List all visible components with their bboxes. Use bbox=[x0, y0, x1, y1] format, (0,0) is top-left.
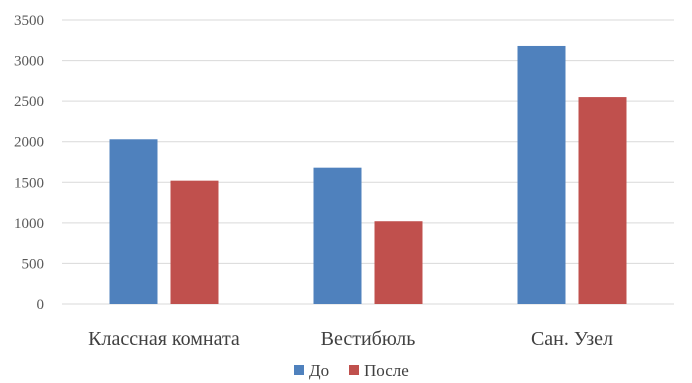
x-axis-categories: Классная комната Вестибюль Сан. Узел bbox=[88, 328, 613, 350]
y-axis-ticks: 0 500 1000 1500 2000 2500 3000 3500 bbox=[14, 13, 44, 313]
y-tick-label: 3500 bbox=[14, 13, 44, 29]
y-tick-label: 1000 bbox=[14, 216, 44, 232]
legend-swatch-1 bbox=[349, 365, 359, 375]
bar-do-2 bbox=[517, 45, 566, 305]
bar-posle-1 bbox=[374, 221, 423, 304]
bar-posle-0 bbox=[170, 180, 219, 304]
y-tick-label: 2500 bbox=[14, 94, 44, 110]
y-tick-label: 2000 bbox=[14, 135, 44, 151]
legend-label-0: До bbox=[309, 361, 329, 380]
category-label: Сан. Узел bbox=[531, 328, 613, 350]
bar-do-0 bbox=[109, 139, 158, 304]
y-tick-label: 3000 bbox=[14, 54, 44, 70]
y-tick-label: 1500 bbox=[14, 175, 44, 191]
gridlines bbox=[62, 19, 674, 305]
y-tick-label: 500 bbox=[22, 256, 45, 272]
bar-posle-2 bbox=[578, 97, 627, 304]
category-label: Классная комната bbox=[88, 328, 240, 350]
legend: До После bbox=[294, 361, 409, 380]
y-tick-label: 0 bbox=[37, 297, 45, 313]
bar-do-1 bbox=[313, 167, 362, 304]
legend-swatch-0 bbox=[294, 365, 304, 375]
legend-label-1: После bbox=[364, 361, 409, 380]
category-label: Вестибюль bbox=[321, 328, 416, 350]
bars bbox=[109, 45, 627, 305]
